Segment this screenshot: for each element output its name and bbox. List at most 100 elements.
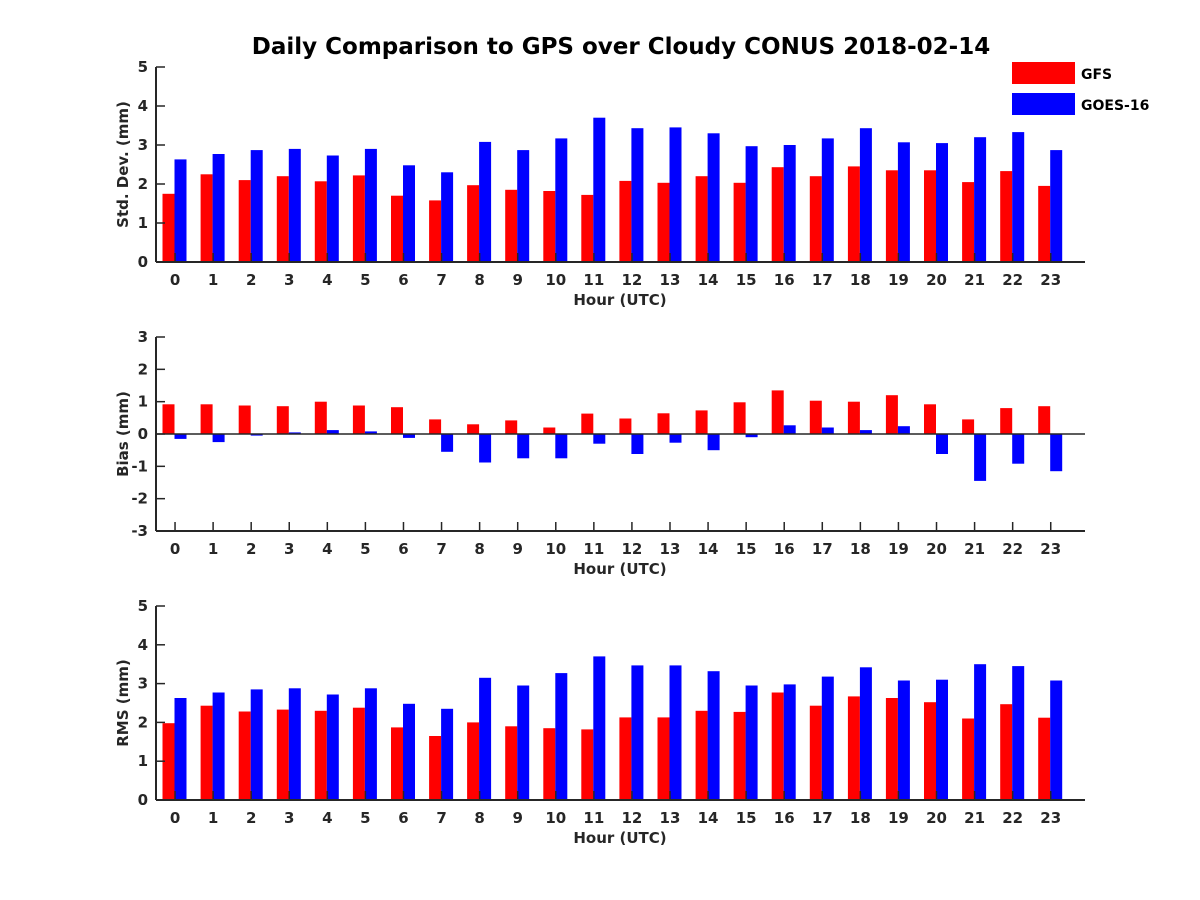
bar (783, 145, 796, 262)
bar (517, 150, 530, 262)
x-tick-label: 8 (474, 540, 484, 558)
bar (555, 434, 568, 459)
bar (1038, 717, 1051, 800)
bar (326, 430, 339, 434)
x-tick-label: 23 (1040, 809, 1061, 827)
bar (441, 708, 454, 800)
bar (364, 148, 377, 262)
bar (212, 692, 225, 800)
bar (174, 434, 187, 439)
bar (631, 434, 644, 454)
x-tick-label: 22 (1002, 809, 1023, 827)
bar (352, 405, 365, 434)
bar (1000, 704, 1013, 800)
bar (974, 434, 987, 481)
x-tick-label: 9 (512, 540, 522, 558)
x-tick-label: 7 (436, 271, 446, 289)
bar (669, 434, 682, 443)
bar (505, 726, 518, 800)
x-tick-label: 3 (284, 809, 294, 827)
chart-legend: GFS GOES-16 (1012, 62, 1149, 115)
x-tick-label: 10 (545, 809, 566, 827)
bar (581, 729, 594, 800)
bar (517, 434, 530, 459)
bar (1050, 434, 1063, 472)
x-tick-label: 11 (583, 809, 604, 827)
y-tick-label: -1 (131, 457, 148, 475)
bar (695, 176, 708, 262)
x-tick-label: 2 (246, 809, 256, 827)
x-tick-label: 20 (926, 809, 947, 827)
bar (250, 434, 263, 436)
x-tick-label: 11 (583, 540, 604, 558)
x-tick-label: 0 (170, 809, 180, 827)
bar (467, 185, 480, 262)
bar (859, 667, 872, 800)
x-tick-label: 9 (512, 809, 522, 827)
bar (657, 182, 670, 262)
x-tick-label: 18 (850, 809, 871, 827)
bar (200, 404, 213, 434)
bar (200, 174, 213, 263)
bar (212, 434, 225, 443)
x-tick-label: 21 (964, 540, 985, 558)
bar (212, 154, 225, 262)
bar (593, 656, 606, 800)
bar (505, 189, 518, 262)
y-tick-label: 5 (138, 597, 148, 615)
bar (1000, 171, 1013, 262)
bar (924, 702, 936, 800)
bar (1050, 150, 1063, 262)
y-tick-label: 5 (138, 58, 148, 76)
x-tick-label: 1 (208, 809, 218, 827)
bar (859, 128, 872, 262)
bar (429, 736, 442, 800)
x-tick-label: 15 (736, 540, 757, 558)
bar (467, 722, 480, 800)
y-tick-label: 4 (138, 97, 148, 115)
bar (403, 165, 415, 262)
y-axis-label: RMS (mm) (114, 659, 132, 746)
bar (391, 407, 403, 434)
x-tick-label: 22 (1002, 540, 1023, 558)
bar (250, 689, 263, 800)
bar (593, 117, 606, 262)
y-tick-label: 0 (138, 425, 148, 443)
bar (314, 401, 327, 434)
x-tick-label: 15 (736, 809, 757, 827)
bar (619, 717, 632, 800)
bar (593, 434, 606, 444)
bar (238, 405, 251, 434)
bar (162, 193, 175, 263)
x-tick-label: 19 (888, 271, 909, 289)
bar (467, 424, 480, 434)
legend-entry: GFS (1012, 62, 1112, 84)
bar (809, 400, 822, 434)
bar (352, 175, 365, 262)
x-tick-label: 13 (660, 271, 681, 289)
bar (733, 402, 746, 434)
x-tick-label: 1 (208, 271, 218, 289)
y-tick-label: -3 (131, 522, 148, 540)
y-tick-label: 3 (138, 328, 148, 346)
x-tick-label: 5 (360, 540, 370, 558)
bar (391, 195, 403, 262)
bar (441, 172, 454, 262)
series-gfs (162, 692, 1051, 800)
bar (314, 710, 327, 800)
bar (897, 680, 910, 800)
bar (1038, 406, 1051, 434)
bar (1012, 666, 1025, 800)
bar (847, 401, 860, 434)
x-tick-label: 18 (850, 271, 871, 289)
bar (631, 128, 644, 262)
x-tick-label: 8 (474, 271, 484, 289)
bar (669, 665, 682, 800)
bar (174, 698, 187, 800)
bar (162, 404, 175, 434)
x-tick-label: 17 (812, 540, 833, 558)
x-tick-label: 6 (398, 271, 408, 289)
x-tick-label: 20 (926, 540, 947, 558)
